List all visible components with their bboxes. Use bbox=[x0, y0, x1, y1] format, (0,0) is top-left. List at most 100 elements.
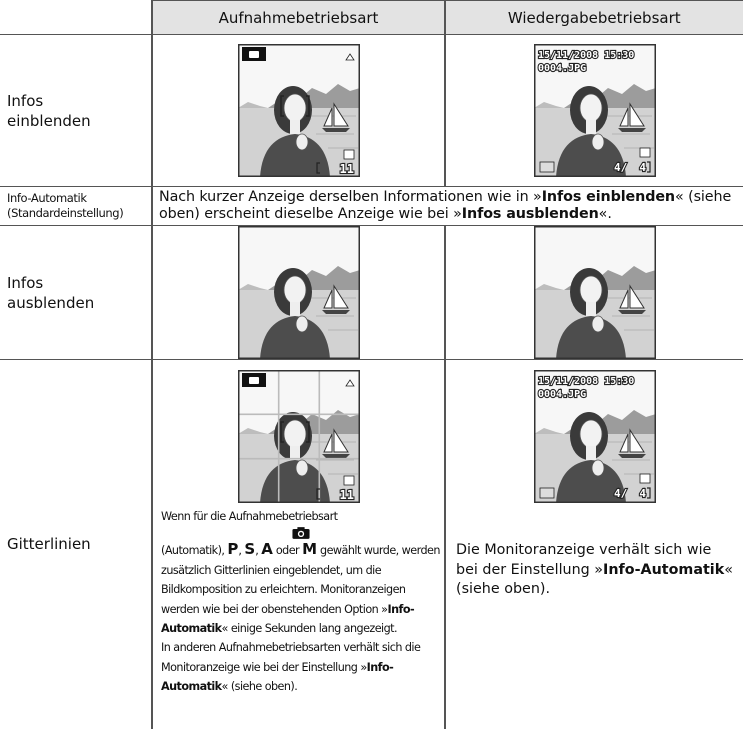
note: Wenn für die Aufnahmebetriebsart (Automa… bbox=[153, 503, 444, 697]
bold-text: Infos ausblenden bbox=[461, 206, 599, 222]
body bbox=[555, 134, 626, 177]
face bbox=[283, 419, 306, 449]
hull bbox=[617, 128, 646, 132]
hand bbox=[295, 315, 308, 333]
text: Nach kurzer Anzeige derselben Informatio… bbox=[159, 189, 542, 205]
frames-remaining: 11 bbox=[339, 162, 353, 176]
table-row: Gitterlinien 11 Wenn für die Aufnahmebet… bbox=[0, 359, 743, 729]
header-blank bbox=[0, 0, 152, 35]
screen-frame bbox=[533, 370, 656, 503]
grid-lines bbox=[237, 370, 360, 503]
monitor-screen: 11 bbox=[237, 44, 360, 177]
note: Die Monitoranzeige verhält sich wie bei … bbox=[446, 503, 743, 600]
hand bbox=[591, 459, 604, 477]
body bbox=[259, 460, 330, 503]
frame-number: 4/ bbox=[614, 161, 628, 174]
file-name: 0004.JPG bbox=[538, 389, 586, 400]
image-cell: 11 bbox=[151, 34, 445, 187]
text: In anderen Aufnahmebetriebsarten verhält… bbox=[161, 641, 421, 674]
sail bbox=[333, 428, 349, 453]
sail bbox=[629, 428, 645, 453]
header-row: Aufnahmebetriebsart Wiedergabebetriebsar… bbox=[0, 0, 743, 35]
face bbox=[283, 275, 306, 305]
memory-bracket bbox=[315, 162, 320, 174]
frame-total: 4 bbox=[639, 487, 646, 500]
neck bbox=[585, 120, 596, 134]
face bbox=[283, 93, 306, 123]
shooting-overlay: 11 bbox=[241, 373, 355, 503]
ok-icon bbox=[539, 161, 554, 173]
hull bbox=[321, 310, 350, 314]
focus-brackets bbox=[279, 421, 310, 443]
playback-overlay: 15/11/2008 15:30 0004.JPG 4/4 bbox=[536, 375, 651, 501]
row-label-cell: Info-Automatik (Standardeinstellung) bbox=[0, 186, 152, 226]
sail-front bbox=[618, 433, 628, 453]
size-icon bbox=[343, 475, 354, 486]
hand bbox=[591, 133, 604, 151]
image-cell: 15/11/2008 15:30 0004.JPG 4/4 Die Monitora… bbox=[444, 359, 743, 729]
screen-frame bbox=[237, 370, 360, 503]
mountains-far bbox=[533, 102, 564, 108]
screen-frame bbox=[237, 226, 360, 359]
mountains-far bbox=[237, 284, 268, 290]
hull bbox=[617, 310, 646, 314]
monitor-screen: 15/11/2008 15:30 0004.JPG 4/4 bbox=[533, 370, 656, 503]
size-icon bbox=[343, 149, 354, 160]
monitor-screen bbox=[237, 226, 360, 359]
text: « (siehe oben) erscheint dieselbe Anzeig… bbox=[159, 189, 732, 222]
table-row: Infos einblenden 11 15/11/2008 15:30 0004… bbox=[0, 34, 743, 187]
row-label: Infos einblenden bbox=[7, 91, 91, 130]
neck bbox=[585, 446, 596, 460]
text: , bbox=[238, 544, 245, 558]
body bbox=[555, 460, 626, 503]
body bbox=[259, 316, 330, 359]
playback-overlay: 15/11/2008 15:30 0004.JPG 4/4 bbox=[536, 49, 651, 175]
hull bbox=[321, 454, 350, 458]
frame-number: 4/ bbox=[614, 487, 628, 500]
image-cell: 11 Wenn für die Aufnahmebetriebsart (Aut… bbox=[151, 359, 445, 729]
screen-frame bbox=[237, 44, 360, 177]
sail bbox=[333, 102, 349, 127]
date-time: 15/11/2008 15:30 bbox=[538, 50, 634, 61]
screen-frame bbox=[533, 226, 656, 359]
face bbox=[579, 419, 602, 449]
sail-front bbox=[322, 433, 332, 453]
size-icon bbox=[639, 473, 650, 484]
monitor-screen: 15/11/2008 15:30 0004.JPG 4/4 bbox=[533, 44, 656, 177]
camera-icon bbox=[291, 527, 310, 540]
vr-icon bbox=[344, 53, 355, 61]
paragraph: Die Monitoranzeige verhält sich wie bei … bbox=[456, 541, 737, 600]
focus-brackets bbox=[279, 95, 310, 117]
image-cell bbox=[444, 225, 743, 360]
hull bbox=[617, 454, 646, 458]
frames-remaining: 11 bbox=[339, 488, 353, 502]
bold-text: Infos einblenden bbox=[541, 189, 676, 205]
image-cell bbox=[151, 225, 445, 360]
mountains-far bbox=[237, 102, 268, 108]
text: « einige Sekunden lang angezeigt. bbox=[221, 622, 398, 636]
text: Wenn für die Aufnahmebetriebsart bbox=[161, 510, 338, 523]
monitor-screen bbox=[533, 226, 656, 359]
ok-icon bbox=[539, 487, 554, 499]
row-label: Infos ausblenden bbox=[7, 273, 95, 312]
row-label: Gitterlinien bbox=[7, 535, 91, 554]
hand bbox=[295, 459, 308, 477]
hand bbox=[295, 133, 308, 151]
mode-glyph: S bbox=[244, 540, 256, 559]
memory-bracket bbox=[315, 488, 320, 500]
paragraph: In anderen Aufnahmebetriebsarten verhält… bbox=[161, 638, 440, 696]
row-label-cell: Infos einblenden bbox=[0, 34, 152, 187]
text: «. bbox=[598, 206, 612, 222]
row-sublabel: (Standardeinstellung) bbox=[7, 206, 124, 220]
sail-front bbox=[322, 289, 332, 309]
monitor-screen: 11 bbox=[237, 370, 360, 503]
camera-lens-inner bbox=[298, 532, 303, 537]
camera-top bbox=[296, 527, 305, 531]
table-row: Info-Automatik (Standardeinstellung) Nac… bbox=[0, 186, 743, 226]
sail-front bbox=[618, 289, 628, 309]
body bbox=[259, 134, 330, 177]
header-cell: Wiedergabebetriebsart bbox=[444, 0, 743, 35]
frame-total: 4 bbox=[639, 161, 646, 174]
neck bbox=[585, 302, 596, 316]
